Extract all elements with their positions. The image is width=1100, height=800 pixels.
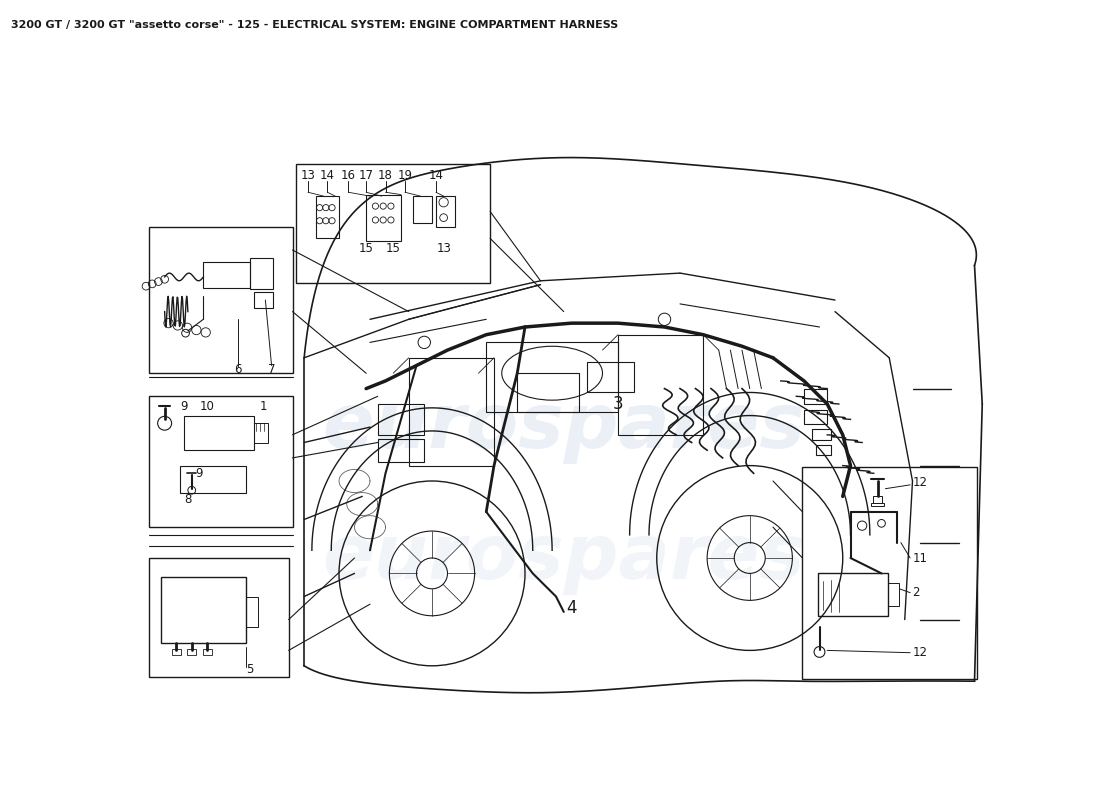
Text: 15: 15 [359, 242, 374, 255]
Bar [254, 423, 267, 442]
Text: 12: 12 [913, 476, 927, 489]
Text: 3200 GT / 3200 GT "assetto corse" - 125 - ELECTRICAL SYSTEM: ENGINE COMPARTMENT : 3200 GT / 3200 GT "assetto corse" - 125 … [11, 20, 618, 30]
Bar [618, 334, 703, 435]
Text: 9: 9 [180, 400, 188, 413]
Bar [377, 438, 425, 462]
Text: 14: 14 [428, 169, 443, 182]
Text: 13: 13 [437, 242, 451, 255]
Bar [366, 194, 402, 241]
Bar [804, 410, 827, 424]
Text: 2: 2 [913, 586, 920, 599]
Bar [161, 578, 246, 642]
Text: 12: 12 [913, 646, 927, 659]
Bar [804, 389, 827, 404]
Bar [486, 342, 618, 412]
Text: eurospares: eurospares [322, 390, 805, 464]
Bar [412, 196, 432, 223]
Text: 3: 3 [613, 395, 624, 413]
Text: 13: 13 [300, 169, 316, 182]
Text: 7: 7 [267, 363, 275, 376]
Bar [172, 649, 180, 655]
Bar [187, 649, 197, 655]
Text: 11: 11 [913, 551, 927, 565]
Text: 17: 17 [359, 169, 374, 182]
Bar [316, 196, 339, 238]
Bar [150, 558, 288, 678]
Text: 19: 19 [397, 169, 412, 182]
Text: 14: 14 [320, 169, 334, 182]
Bar [150, 396, 293, 527]
Bar [184, 415, 254, 450]
Text: 5: 5 [246, 663, 254, 676]
Bar [202, 649, 212, 655]
Bar [180, 466, 246, 493]
Bar [818, 574, 888, 616]
Text: 18: 18 [378, 169, 393, 182]
Text: 15: 15 [386, 242, 400, 255]
Text: 4: 4 [566, 599, 576, 617]
Text: eurospares: eurospares [322, 521, 805, 595]
Bar [296, 164, 491, 283]
Bar [812, 429, 832, 440]
Bar [815, 445, 832, 455]
Text: 8: 8 [184, 493, 191, 506]
Bar [377, 404, 425, 435]
Bar [254, 292, 273, 308]
Bar [888, 582, 900, 606]
Bar [409, 358, 494, 466]
Bar [204, 262, 250, 289]
Bar [250, 258, 273, 289]
Text: 1: 1 [260, 400, 267, 413]
Bar [436, 196, 455, 227]
Bar [150, 227, 293, 373]
Bar [871, 502, 883, 506]
Text: 6: 6 [234, 363, 242, 376]
Text: 10: 10 [200, 400, 214, 413]
Bar [517, 373, 580, 412]
Text: 9: 9 [196, 467, 204, 480]
Bar [803, 467, 977, 679]
Bar [873, 496, 882, 502]
Text: 16: 16 [341, 169, 355, 182]
Bar [246, 597, 257, 627]
Bar [587, 362, 634, 393]
